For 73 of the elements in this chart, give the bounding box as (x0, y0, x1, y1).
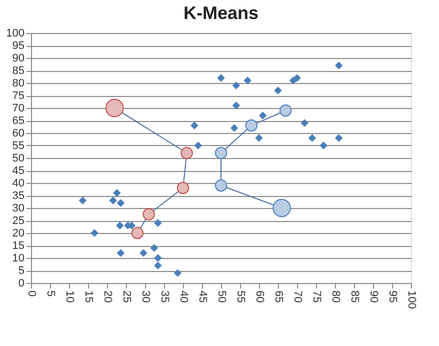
point (150, 244, 158, 252)
point (244, 76, 252, 84)
y-tick-label: 50 (12, 152, 24, 164)
y-tick-label: 45 (12, 165, 24, 177)
point (194, 142, 202, 150)
x-tick-label: 40 (178, 290, 190, 303)
x-tick-label: 0 (26, 290, 38, 297)
point (154, 262, 162, 270)
point (232, 82, 240, 90)
x-tick-label: 55 (234, 290, 246, 303)
point (154, 254, 162, 262)
x-tick-label: 65 (272, 290, 284, 303)
x-tick-label: 15 (82, 290, 94, 303)
y-tick-label: 70 (12, 102, 24, 114)
point (300, 119, 308, 127)
y-tick-label: 95 (12, 40, 24, 52)
point (274, 86, 282, 94)
y-tick-label: 55 (12, 140, 24, 152)
point (116, 249, 125, 257)
x-tick-label: 75 (310, 290, 322, 303)
y-tick-label: 90 (12, 52, 24, 64)
point (113, 189, 121, 197)
point (308, 134, 316, 142)
point (116, 199, 125, 207)
y-tick-label: 35 (12, 190, 24, 202)
y-tick-label: 100 (6, 28, 24, 40)
point (293, 74, 301, 82)
point (190, 122, 198, 130)
x-tick-label: 20 (102, 290, 114, 303)
x-tick-label: 90 (368, 290, 380, 303)
y-tick-label: 65 (12, 115, 24, 127)
x-tick-label: 100 (406, 290, 418, 309)
x-tick-label: 95 (386, 290, 398, 303)
y-tick-label: 85 (12, 65, 24, 77)
y-tick-label: 80 (12, 78, 24, 90)
point (217, 74, 225, 82)
x-tick-label: 80 (330, 290, 342, 303)
point (258, 112, 267, 120)
x-tick-label: 85 (348, 290, 360, 303)
point (255, 134, 263, 142)
x-tick-label: 10 (64, 290, 76, 303)
y-tick-label: 10 (12, 252, 24, 264)
x-tick-label: 70 (292, 290, 304, 303)
point (232, 102, 240, 110)
x-tick-label: 45 (196, 290, 208, 303)
point (289, 76, 298, 84)
point (109, 196, 117, 204)
y-tick-label: 15 (12, 240, 24, 252)
y-tick-label: 5 (18, 265, 24, 277)
x-tick-label: 35 (158, 290, 170, 303)
point (78, 196, 87, 204)
y-tick-label: 20 (12, 228, 24, 240)
point (334, 134, 343, 142)
y-tick-label: 75 (12, 90, 24, 102)
y-tick-label: 60 (12, 128, 24, 140)
point (334, 62, 343, 70)
point (320, 142, 328, 150)
point (230, 124, 238, 132)
point (174, 269, 182, 277)
point (90, 229, 98, 237)
chart-title: K-Means (183, 3, 259, 23)
point (154, 219, 162, 227)
x-tick-label: 30 (140, 290, 152, 303)
x-tick-label: 5 (44, 290, 56, 297)
y-tick-label: 0 (18, 278, 24, 290)
x-tick-label: 25 (120, 290, 132, 303)
y-tick-label: 30 (12, 202, 24, 214)
x-tick-label: 60 (254, 290, 266, 303)
y-tick-label: 40 (12, 178, 24, 190)
y-tick-label: 25 (12, 215, 24, 227)
x-tick-label: 50 (216, 290, 228, 303)
point (140, 249, 148, 257)
point (116, 222, 124, 230)
